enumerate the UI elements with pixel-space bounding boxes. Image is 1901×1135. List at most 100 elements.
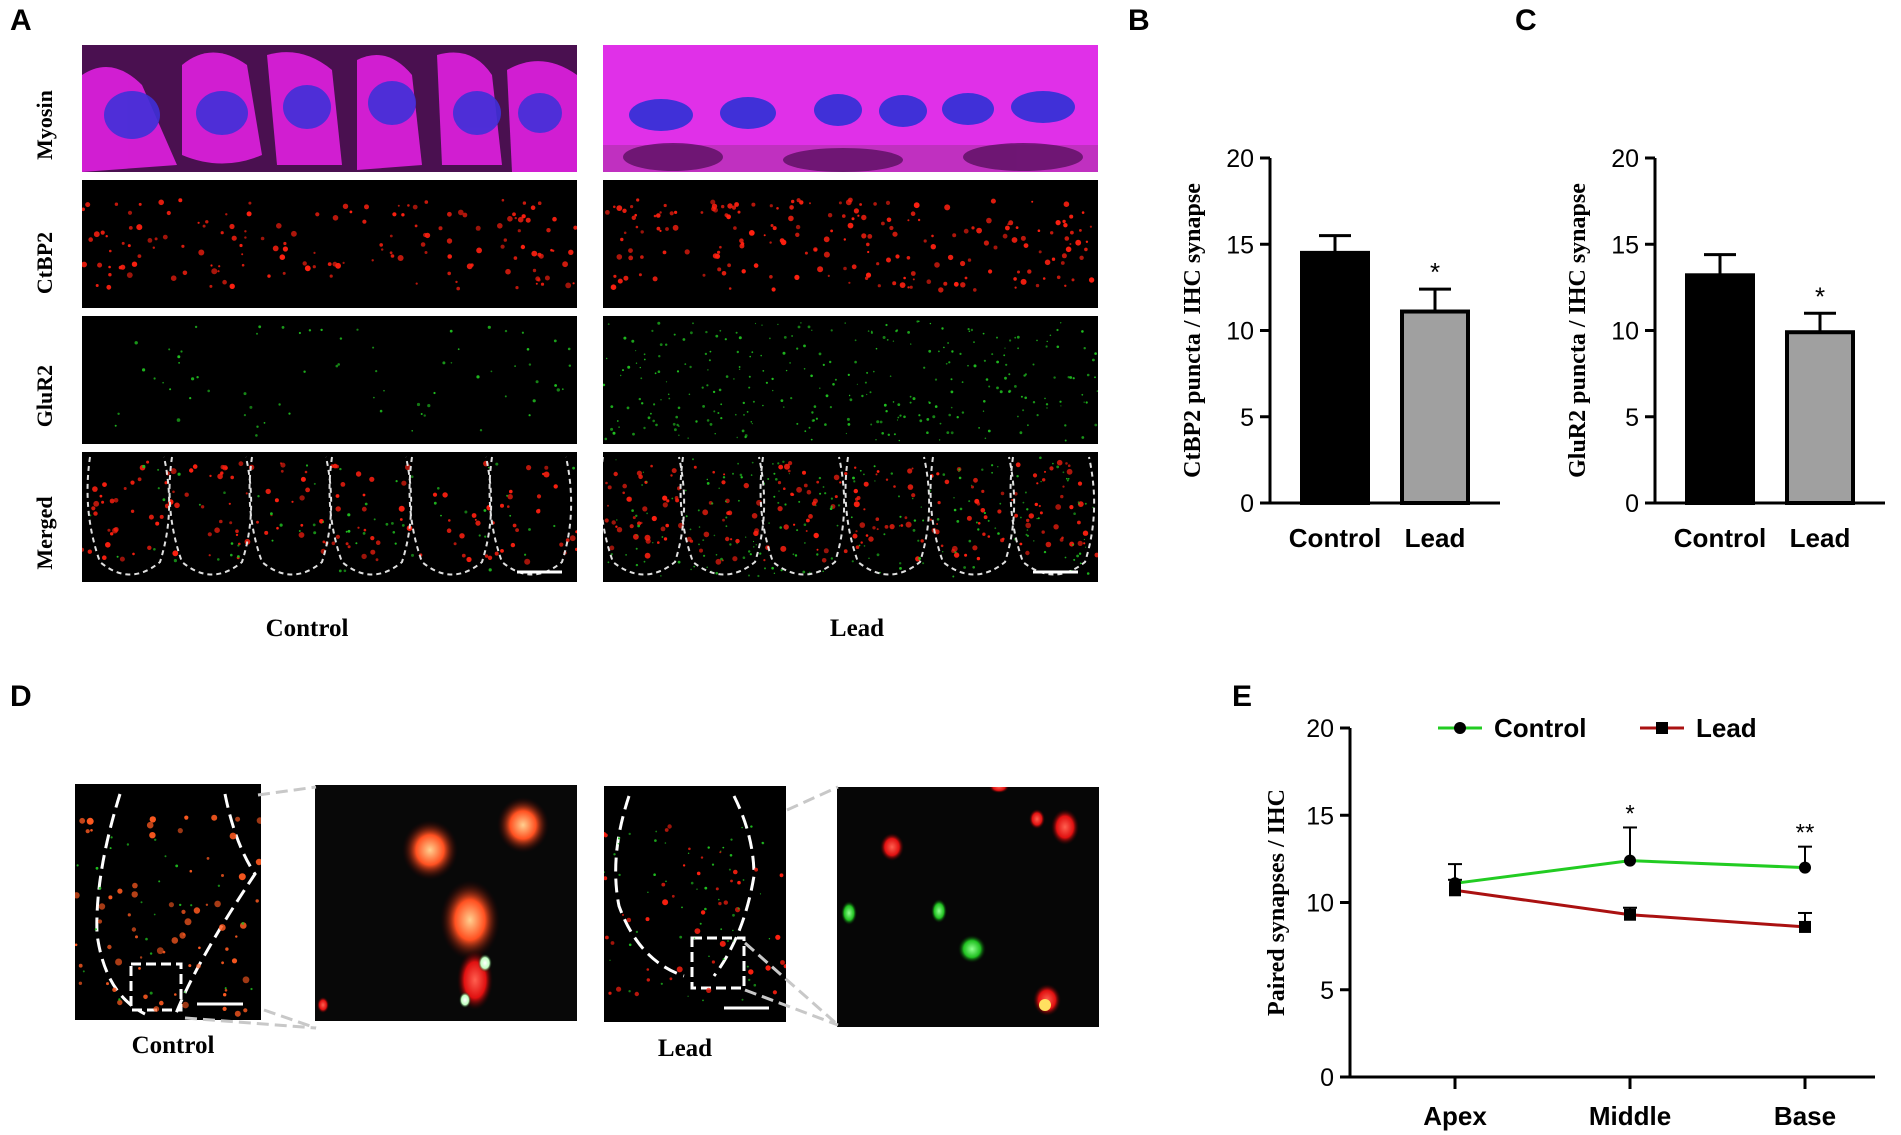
x-tick-label: Lead xyxy=(1790,523,1851,553)
micrograph-control-merged xyxy=(82,452,577,582)
y-tick-label: 10 xyxy=(1226,318,1254,346)
puncta-group xyxy=(114,325,571,437)
puncta-group xyxy=(604,824,786,997)
x-tick-label: Middle xyxy=(1589,1101,1671,1131)
puncta-group xyxy=(89,462,575,573)
y-tick-label: 5 xyxy=(1625,404,1639,432)
merged-control-render xyxy=(82,456,577,576)
y-tick-label: 0 xyxy=(1320,1064,1334,1092)
y-tick-label: 15 xyxy=(1306,802,1334,830)
bar-control xyxy=(1300,250,1370,505)
y-tick-label: 20 xyxy=(1611,145,1639,173)
col-label-lead: Lead xyxy=(829,615,885,642)
data-point-lead xyxy=(1799,920,1811,933)
d-control-render xyxy=(75,793,261,1017)
x-tick-label: Lead xyxy=(1405,523,1466,553)
hair-cell-outline xyxy=(488,456,573,576)
zoom-region-box xyxy=(690,936,746,990)
micrograph-control-myosin xyxy=(82,45,577,172)
puncta-group xyxy=(75,814,261,1017)
y-tick-label: 5 xyxy=(1320,977,1334,1005)
hair-cell-outline xyxy=(86,456,171,576)
puncta-group xyxy=(82,198,577,291)
y-tick-label: 15 xyxy=(1611,231,1639,259)
bar-lead xyxy=(1400,309,1470,505)
panel-letter-c: C xyxy=(1515,4,1537,37)
puncta-group xyxy=(604,825,771,1002)
cell-outline xyxy=(173,793,257,1017)
significance-marker: ** xyxy=(1796,820,1815,847)
data-point-lead xyxy=(1449,884,1461,897)
data-point-lead xyxy=(1624,908,1636,921)
hair-cell-outline xyxy=(408,456,493,576)
micrograph-d-control xyxy=(75,784,261,1020)
ctbp2-control-render xyxy=(82,198,577,291)
y-tick-label: 0 xyxy=(1240,490,1254,518)
col-label-control: Control xyxy=(265,615,349,642)
bar-control xyxy=(1685,273,1755,505)
puncta-group xyxy=(82,460,577,565)
data-point-control xyxy=(1624,854,1636,867)
y-tick-label: 15 xyxy=(1226,231,1254,259)
puncta-group xyxy=(605,197,1095,293)
x-tick-label: Control xyxy=(1289,523,1381,553)
puncta-group xyxy=(76,836,253,1001)
cell-outline xyxy=(614,795,685,978)
micrograph-control-ctbp2 xyxy=(82,180,577,308)
y-axis-label: Paired synapses / IHC xyxy=(1264,789,1290,1016)
x-tick-label: Apex xyxy=(1423,1101,1487,1131)
hair-cell-outline xyxy=(844,456,931,576)
panel-letter-b: B xyxy=(1128,4,1150,37)
puncta-group xyxy=(604,459,1098,565)
micrograph-lead-glur2 xyxy=(603,316,1098,444)
data-point-control xyxy=(1799,861,1811,874)
d-label-lead: Lead xyxy=(657,1035,713,1062)
puncta-group xyxy=(603,320,1098,442)
hair-cell-outline xyxy=(759,456,846,576)
micrograph-d-lead-zoom xyxy=(837,787,1099,1027)
y-tick-label: 10 xyxy=(1611,318,1639,346)
puncta-group xyxy=(607,456,1094,578)
x-tick-label: Base xyxy=(1774,1101,1836,1131)
y-tick-label: 5 xyxy=(1240,404,1254,432)
hair-cell-outline xyxy=(603,456,686,576)
panel-letter-a: A xyxy=(10,4,32,37)
y-tick-label: 20 xyxy=(1226,145,1254,173)
legend-label: Control xyxy=(1494,713,1586,743)
myosin-control-render xyxy=(82,45,577,172)
hair-cell-outline xyxy=(929,456,1016,576)
y-tick-label: 20 xyxy=(1306,715,1334,743)
chart-b-ctbp2: 0 5 10 15 20 Control * Lead CtBP2 puncta / IHC s… xyxy=(1180,145,1500,553)
micrograph-lead-merged xyxy=(603,452,1098,582)
panel-letter-e: E xyxy=(1232,680,1253,713)
legend: Control Lead xyxy=(1438,713,1757,743)
hair-cell-outline xyxy=(679,456,766,576)
micrograph-d-lead xyxy=(604,786,786,1022)
x-tick-label: Control xyxy=(1674,523,1766,553)
hair-cell-outline xyxy=(248,456,333,576)
glur2-lead-render xyxy=(603,320,1098,442)
y-tick-label: 10 xyxy=(1306,890,1334,918)
significance-marker: * xyxy=(1430,257,1440,287)
y-axis-label: GluR2 puncta / IHC synapse xyxy=(1565,183,1591,478)
cell-outline xyxy=(95,793,146,1016)
significance-marker: * xyxy=(1815,281,1825,311)
glur2-control-render xyxy=(114,325,571,437)
hair-cell-outline xyxy=(328,456,413,576)
legend-marker xyxy=(1454,722,1466,734)
bar-lead xyxy=(1785,330,1855,505)
micrograph-lead-ctbp2 xyxy=(603,180,1098,308)
d-label-control: Control xyxy=(131,1032,215,1059)
legend-marker xyxy=(1656,722,1668,734)
chart-c-glur2: 0 5 10 15 20 Control * Lead GluR2 puncta / IHC s… xyxy=(1565,145,1885,553)
micrograph-control-glur2 xyxy=(82,316,577,444)
micrograph-d-control-zoom xyxy=(315,785,577,1021)
d-lead-zoom-render xyxy=(837,787,1099,1027)
significance-marker: * xyxy=(1625,800,1634,827)
cell-outline xyxy=(712,795,756,977)
y-tick-label: 0 xyxy=(1625,490,1639,518)
ctbp2-lead-render xyxy=(605,197,1095,293)
hair-cell-outline xyxy=(168,456,253,576)
